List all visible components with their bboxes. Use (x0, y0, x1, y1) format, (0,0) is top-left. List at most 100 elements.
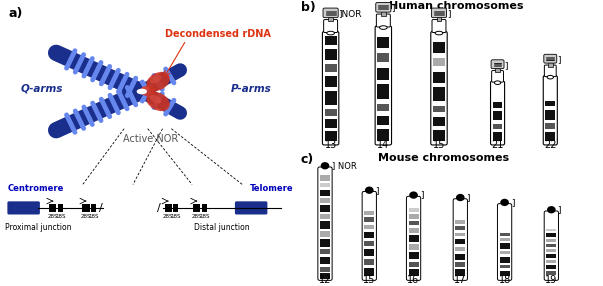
FancyBboxPatch shape (364, 249, 374, 257)
Text: 18: 18 (499, 275, 511, 285)
Text: ]: ] (447, 9, 450, 18)
FancyBboxPatch shape (433, 87, 445, 102)
FancyBboxPatch shape (493, 124, 502, 129)
FancyBboxPatch shape (499, 251, 510, 255)
FancyBboxPatch shape (546, 124, 555, 129)
FancyBboxPatch shape (320, 190, 330, 196)
Text: b): b) (302, 1, 316, 14)
FancyBboxPatch shape (455, 226, 466, 230)
FancyBboxPatch shape (546, 249, 557, 252)
FancyBboxPatch shape (546, 233, 557, 237)
Text: P-arms: P-arms (230, 84, 271, 94)
Text: Mouse chromosomes: Mouse chromosomes (377, 153, 509, 163)
Ellipse shape (173, 66, 185, 76)
FancyBboxPatch shape (408, 244, 418, 250)
FancyBboxPatch shape (546, 101, 555, 106)
Text: 17: 17 (454, 275, 467, 285)
FancyBboxPatch shape (408, 262, 418, 267)
FancyBboxPatch shape (377, 68, 390, 80)
FancyBboxPatch shape (543, 76, 557, 145)
Text: 28S: 28S (81, 214, 91, 219)
FancyBboxPatch shape (328, 16, 333, 21)
FancyBboxPatch shape (320, 273, 330, 279)
FancyBboxPatch shape (165, 204, 172, 212)
FancyBboxPatch shape (320, 249, 330, 255)
FancyBboxPatch shape (364, 259, 374, 265)
FancyBboxPatch shape (323, 31, 339, 145)
Text: ]: ] (504, 61, 508, 70)
FancyBboxPatch shape (377, 37, 390, 48)
FancyBboxPatch shape (364, 241, 374, 246)
FancyBboxPatch shape (433, 42, 445, 53)
Ellipse shape (147, 92, 170, 111)
Text: 28S: 28S (163, 214, 174, 219)
Ellipse shape (379, 26, 387, 29)
Text: ]: ] (420, 190, 423, 200)
Text: Distal junction: Distal junction (194, 223, 250, 232)
FancyBboxPatch shape (318, 167, 332, 280)
Text: 28S: 28S (192, 214, 202, 219)
Text: Telomere: Telomere (250, 184, 294, 193)
Ellipse shape (435, 31, 443, 35)
Text: 19: 19 (545, 275, 557, 285)
FancyBboxPatch shape (362, 191, 376, 280)
FancyBboxPatch shape (320, 231, 330, 237)
FancyBboxPatch shape (324, 36, 336, 45)
FancyBboxPatch shape (83, 204, 89, 212)
Text: /: / (98, 203, 103, 213)
Ellipse shape (494, 81, 500, 84)
Ellipse shape (150, 75, 162, 84)
Text: 12: 12 (319, 275, 331, 285)
FancyBboxPatch shape (546, 271, 557, 275)
FancyBboxPatch shape (491, 60, 504, 69)
FancyBboxPatch shape (7, 201, 40, 214)
FancyBboxPatch shape (455, 247, 466, 251)
FancyBboxPatch shape (493, 132, 502, 141)
Ellipse shape (173, 107, 185, 117)
FancyBboxPatch shape (433, 58, 445, 66)
FancyBboxPatch shape (453, 199, 467, 280)
FancyBboxPatch shape (320, 257, 330, 264)
FancyBboxPatch shape (491, 71, 504, 82)
FancyBboxPatch shape (499, 257, 510, 263)
FancyBboxPatch shape (364, 211, 374, 214)
FancyBboxPatch shape (408, 252, 418, 259)
FancyBboxPatch shape (437, 16, 441, 21)
FancyBboxPatch shape (408, 221, 418, 225)
FancyBboxPatch shape (546, 110, 555, 120)
Ellipse shape (147, 72, 170, 91)
FancyBboxPatch shape (545, 65, 556, 77)
FancyBboxPatch shape (499, 238, 510, 241)
FancyBboxPatch shape (493, 102, 502, 108)
Text: Centromere: Centromere (7, 184, 64, 193)
FancyBboxPatch shape (90, 204, 96, 212)
FancyBboxPatch shape (408, 214, 418, 219)
Text: c): c) (300, 153, 314, 166)
FancyBboxPatch shape (324, 49, 336, 59)
FancyBboxPatch shape (499, 271, 510, 277)
FancyBboxPatch shape (433, 72, 445, 83)
FancyBboxPatch shape (324, 109, 336, 116)
FancyBboxPatch shape (375, 26, 391, 145)
FancyBboxPatch shape (497, 204, 512, 280)
Ellipse shape (409, 191, 418, 199)
FancyBboxPatch shape (320, 239, 330, 247)
Ellipse shape (547, 76, 554, 79)
FancyBboxPatch shape (364, 217, 374, 222)
Text: a): a) (9, 7, 24, 20)
Ellipse shape (137, 89, 147, 94)
Ellipse shape (141, 87, 150, 91)
Text: Decondensed rDNA: Decondensed rDNA (165, 29, 271, 39)
FancyBboxPatch shape (490, 81, 505, 145)
Text: ] NOR: ] NOR (332, 161, 356, 170)
FancyBboxPatch shape (377, 84, 390, 99)
FancyBboxPatch shape (544, 211, 558, 280)
FancyBboxPatch shape (408, 208, 418, 212)
Text: ]: ] (391, 3, 395, 13)
FancyBboxPatch shape (320, 183, 330, 187)
Text: 18S: 18S (55, 214, 66, 219)
FancyBboxPatch shape (499, 265, 510, 268)
FancyBboxPatch shape (320, 198, 330, 203)
Text: 14: 14 (377, 140, 390, 150)
FancyBboxPatch shape (546, 132, 555, 141)
